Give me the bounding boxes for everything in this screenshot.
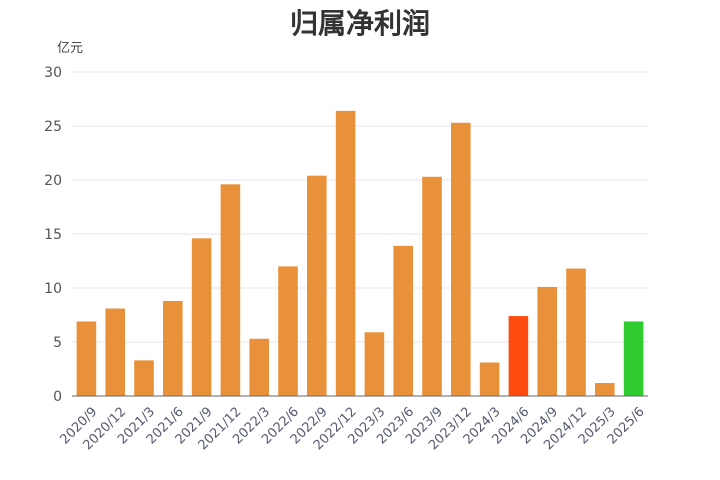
bar-2024-9 (537, 286, 557, 396)
gridlines (72, 71, 648, 343)
y-tick-label: 30 (44, 65, 62, 81)
bar-2022-9 (307, 175, 327, 396)
bar-2021-9 (191, 238, 212, 396)
bar-2021-6 (163, 300, 183, 396)
y-tick-label: 0 (53, 389, 62, 405)
bar-2022-3 (249, 338, 269, 396)
y-tick-label: 15 (44, 227, 62, 243)
bar-2021-12 (220, 184, 241, 396)
y-tick-label: 10 (44, 281, 62, 297)
y-tick-label: 5 (53, 335, 62, 351)
bar-2024-12 (566, 268, 586, 396)
bar-2021-3 (134, 360, 154, 396)
bar-2025-3 (595, 383, 615, 396)
bar-2023-12 (451, 122, 471, 396)
bar-2022-12 (335, 110, 356, 396)
y-tick-label: 20 (44, 173, 62, 189)
chart-title: 归属净利润 (290, 7, 430, 40)
bar-2023-9 (422, 176, 442, 396)
bars (76, 110, 644, 396)
bar-2020-9 (76, 321, 97, 396)
y-axis-ticks: 0 5 10 15 20 25 30 (44, 65, 62, 405)
bar-2023-3 (364, 332, 385, 396)
y-axis-unit-label: 亿元 (57, 41, 83, 56)
x-axis-ticks: 2020/92020/122021/32021/62021/92021/1220… (57, 404, 647, 453)
bar-2024-3 (479, 362, 500, 396)
y-tick-label: 25 (44, 119, 62, 135)
bar-2024-6 (508, 316, 529, 396)
bar-2023-6 (393, 245, 413, 396)
bar-2025-6 (623, 321, 644, 396)
bar-2022-6 (278, 266, 298, 396)
bar-2020-12 (105, 308, 125, 396)
